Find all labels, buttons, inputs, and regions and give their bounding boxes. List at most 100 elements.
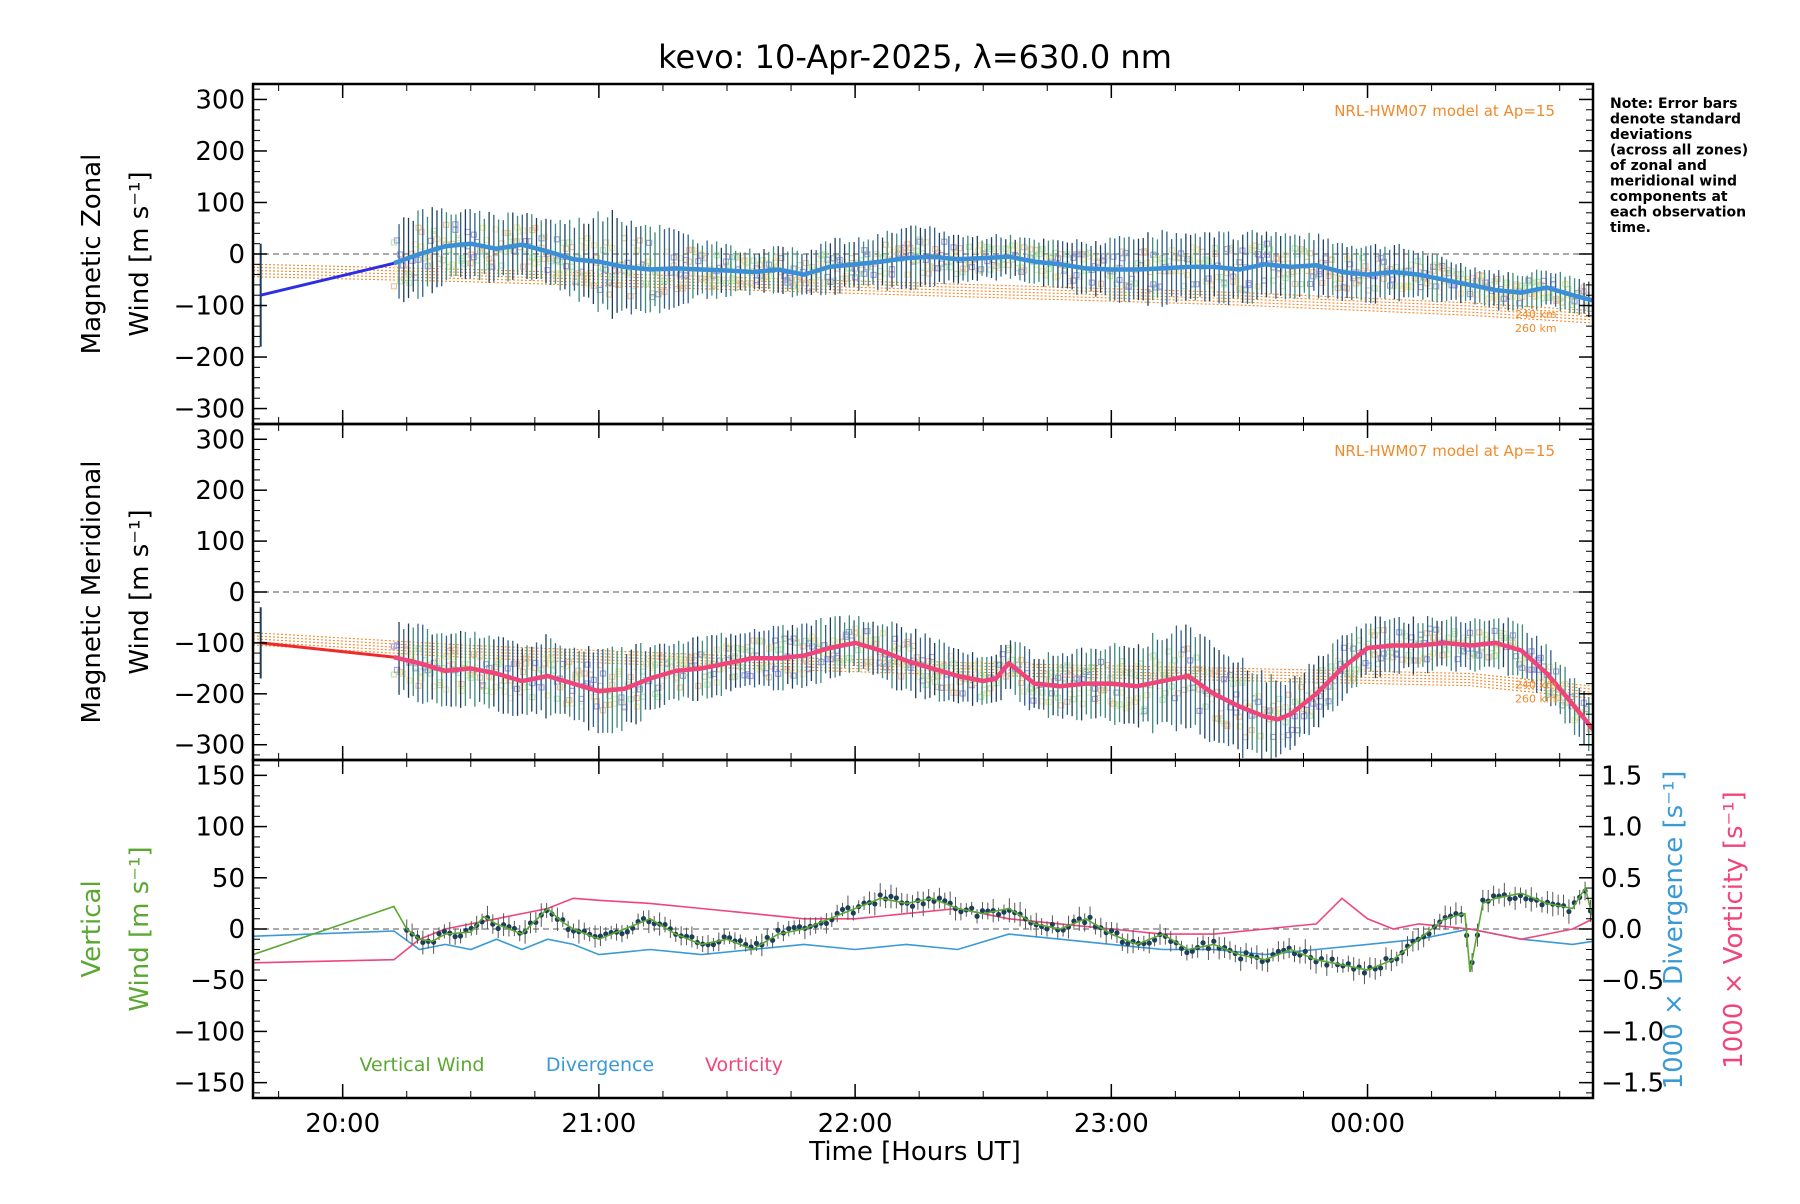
y-tick-label: −50: [190, 966, 245, 996]
zone-point: [584, 661, 591, 668]
zone-point: [606, 701, 613, 708]
y-tick-label: 300: [195, 425, 245, 455]
zone-point: [1543, 678, 1550, 686]
zone-point: [956, 245, 963, 252]
x-axis-title: Time [Hours UT]: [808, 1137, 1021, 1167]
zone-point: [1091, 685, 1099, 692]
vertical-wind-point: [452, 934, 458, 940]
right-tick-label: 1.0: [1601, 813, 1642, 843]
zone-point: [418, 228, 425, 235]
zone-point: [802, 657, 810, 664]
vertical-wind-point: [872, 901, 878, 907]
zone-point: [406, 271, 413, 278]
vertical-wind-point: [1044, 926, 1050, 932]
zone-point: [1390, 283, 1397, 290]
vertical-wind-point: [1205, 945, 1212, 952]
zone-point: [1503, 279, 1511, 286]
right-axis-title-divergence: 1000 × Divergence [s⁻¹]: [1659, 771, 1689, 1090]
zonal-wind-line: [393, 241, 1593, 303]
zone-point: [1070, 696, 1077, 703]
model-curve: [253, 273, 1593, 321]
zone-point: [624, 259, 631, 266]
y-tick-label: 150: [195, 761, 245, 791]
zone-point: [1193, 654, 1200, 661]
zone-point: [1027, 684, 1034, 691]
y-tick-label: −100: [174, 629, 245, 659]
zone-point: [519, 227, 527, 234]
zone-point: [427, 670, 434, 677]
vertical-wind-point: [1087, 914, 1093, 920]
zone-point: [1307, 280, 1314, 288]
plot-area: [253, 207, 1593, 347]
y-tick-label: −150: [174, 1069, 245, 1099]
zone-point: [852, 625, 859, 632]
zone-point: [1110, 253, 1117, 260]
panel-vertical: Vertical Wind Divergence Vorticity 1.5 1.0 0.…: [77, 758, 1749, 1100]
vertical-wind-point: [737, 938, 743, 944]
model-curve: [253, 641, 1593, 696]
vertical-wind-point: [441, 928, 447, 934]
zone-point: [541, 233, 548, 240]
zone-point: [1350, 645, 1357, 652]
vertical-wind-point: [1523, 896, 1529, 902]
zone-point: [602, 266, 610, 273]
zone-point: [519, 263, 527, 270]
zone-point: [1184, 271, 1191, 278]
vertical-wind-point: [909, 903, 916, 909]
vertical-wind-point: [457, 933, 464, 939]
note-line: deviations: [1610, 127, 1692, 143]
zone-point: [1516, 300, 1523, 307]
vertical-wind-point: [1082, 919, 1088, 926]
y-tick-label: −200: [174, 680, 245, 710]
zone-point: [1257, 257, 1265, 264]
zone-point: [1485, 295, 1492, 302]
zone-point: [633, 703, 640, 710]
model-curve: [253, 266, 1593, 315]
zone-point: [799, 671, 806, 678]
zone-point: [1141, 249, 1148, 256]
vertical-wind-point: [640, 916, 647, 922]
zone-point: [747, 672, 754, 680]
zone-point: [615, 668, 622, 675]
vertical-wind-point: [1243, 950, 1249, 956]
zone-point: [852, 629, 859, 636]
zone-point: [864, 251, 871, 258]
chart-title: kevo: 10-Apr-2025, λ=630.0 nm: [658, 38, 1172, 76]
vertical-wind-point: [710, 942, 717, 948]
vertical-wind-point: [823, 920, 830, 926]
zone-point: [1359, 254, 1366, 261]
vertical-wind-point: [1184, 949, 1190, 956]
zone-point: [676, 271, 683, 278]
zone-point: [461, 260, 468, 267]
zone-point: [947, 683, 954, 691]
zone-point: [1057, 702, 1065, 709]
vertical-wind-point: [1238, 956, 1244, 962]
zone-point: [1430, 267, 1437, 274]
right-tick-label: 0.5: [1601, 864, 1642, 894]
zone-point: [1494, 275, 1501, 283]
zone-point: [1144, 259, 1151, 266]
vertical-wind-point: [1324, 962, 1330, 968]
y-tick-label: 200: [195, 476, 245, 506]
zone-point: [1061, 676, 1068, 683]
zone-point: [830, 637, 837, 644]
zone-point: [802, 259, 810, 267]
zone-point: [646, 258, 653, 265]
altitude-label: 240 km: [1515, 308, 1557, 321]
vertical-wind-point: [850, 910, 856, 916]
y-tick-label: 0: [228, 578, 245, 608]
zone-point: [1254, 698, 1261, 706]
zone-point: [1236, 713, 1243, 720]
vertical-wind-point: [1125, 940, 1131, 947]
zone-point: [738, 281, 745, 288]
zone-point: [1494, 296, 1501, 303]
zone-point: [396, 278, 404, 285]
zone-point: [1380, 275, 1388, 283]
interpolated-line: [260, 261, 395, 297]
note-line: time.: [1610, 220, 1651, 236]
right-tick-label: −1.0: [1601, 1017, 1664, 1047]
vertical-wind-point: [1480, 897, 1486, 903]
y-tick-label: −300: [174, 395, 245, 425]
zone-point: [1380, 258, 1388, 265]
vertical-wind-point: [775, 927, 781, 933]
